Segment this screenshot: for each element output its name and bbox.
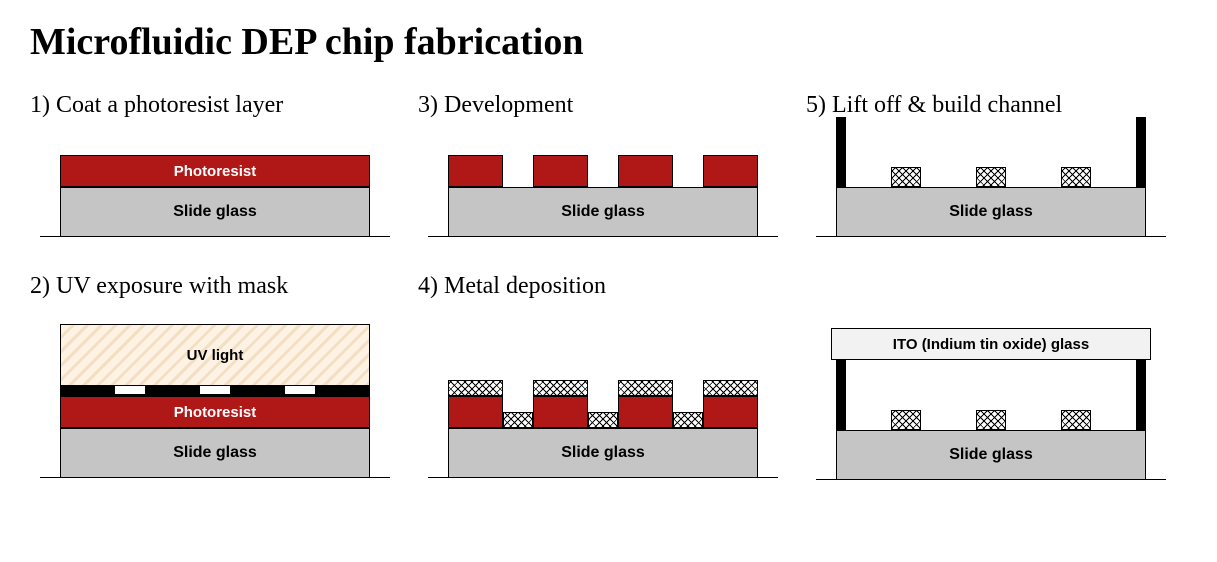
metal-gap [588, 412, 618, 428]
pr-block [533, 155, 588, 187]
diagram-grid: 1) Coat a photoresist layer Slide glass … [30, 92, 1187, 480]
step-5-diagram: Slide glass [816, 137, 1166, 237]
metal-cap [533, 380, 588, 396]
photoresist-layer: Photoresist [60, 396, 370, 428]
page-title: Microfluidic DEP chip fabrication [30, 20, 1187, 64]
metal-gap [503, 412, 533, 428]
step-3-label: 3) Development [418, 92, 788, 119]
electrode [1061, 410, 1091, 430]
metal-cap [618, 380, 673, 396]
mask-line [60, 394, 370, 396]
glass-layer: Slide glass [836, 430, 1146, 480]
step-1-label: 1) Coat a photoresist layer [30, 92, 400, 119]
channel-wall [836, 117, 846, 187]
electrode [976, 410, 1006, 430]
channel-wall [1136, 117, 1146, 187]
electrode [976, 167, 1006, 187]
ito-label: ITO (Indium tin oxide) glass [893, 336, 1089, 353]
pr-label: Photoresist [174, 404, 257, 421]
step-5: 5) Lift off & build channel Slide glass [806, 92, 1176, 237]
step-6-label [806, 273, 1176, 302]
step-6-diagram: Slide glass ITO (Indium tin oxide) glass [816, 320, 1166, 480]
electrode [891, 167, 921, 187]
photoresist-layer: Photoresist [60, 155, 370, 187]
uv-region: UV light [60, 324, 370, 386]
glass-layer: Slide glass [448, 187, 758, 237]
pr-block [703, 155, 758, 187]
pr-block [448, 155, 503, 187]
step-2-diagram: Slide glass Photoresist UV light [40, 318, 390, 478]
ito-layer: ITO (Indium tin oxide) glass [831, 328, 1151, 360]
metal-gap [673, 412, 703, 428]
glass-label: Slide glass [561, 444, 645, 462]
step-4-diagram: Slide glass [428, 318, 778, 478]
step-1-diagram: Slide glass Photoresist [40, 137, 390, 237]
metal-cap [703, 380, 758, 396]
electrode [1061, 167, 1091, 187]
pr-block [618, 396, 673, 428]
channel-wall [1136, 360, 1146, 430]
glass-layer: Slide glass [448, 428, 758, 478]
pr-block [533, 396, 588, 428]
glass-label: Slide glass [173, 444, 257, 462]
pr-block [448, 396, 503, 428]
step-3: 3) Development Slide glass [418, 92, 788, 237]
pr-block [703, 396, 758, 428]
step-2-label: 2) UV exposure with mask [30, 273, 400, 300]
step-6: Slide glass ITO (Indium tin oxide) glass [806, 273, 1176, 480]
glass-layer: Slide glass [60, 428, 370, 478]
step-2: 2) UV exposure with mask Slide glass Pho… [30, 273, 400, 480]
glass-label: Slide glass [561, 203, 645, 221]
pr-block [618, 155, 673, 187]
glass-layer: Slide glass [836, 187, 1146, 237]
channel-wall [836, 360, 846, 430]
uv-label: UV light [187, 347, 244, 364]
glass-label: Slide glass [173, 203, 257, 221]
metal-cap [448, 380, 503, 396]
glass-label: Slide glass [949, 446, 1033, 464]
glass-layer: Slide glass [60, 187, 370, 237]
step-4: 4) Metal deposition Slide glass [418, 273, 788, 480]
step-1: 1) Coat a photoresist layer Slide glass … [30, 92, 400, 237]
glass-label: Slide glass [949, 203, 1033, 221]
pr-label: Photoresist [174, 163, 257, 180]
step-5-label: 5) Lift off & build channel [806, 92, 1176, 119]
electrode [891, 410, 921, 430]
step-3-diagram: Slide glass [428, 137, 778, 237]
step-4-label: 4) Metal deposition [418, 273, 788, 300]
